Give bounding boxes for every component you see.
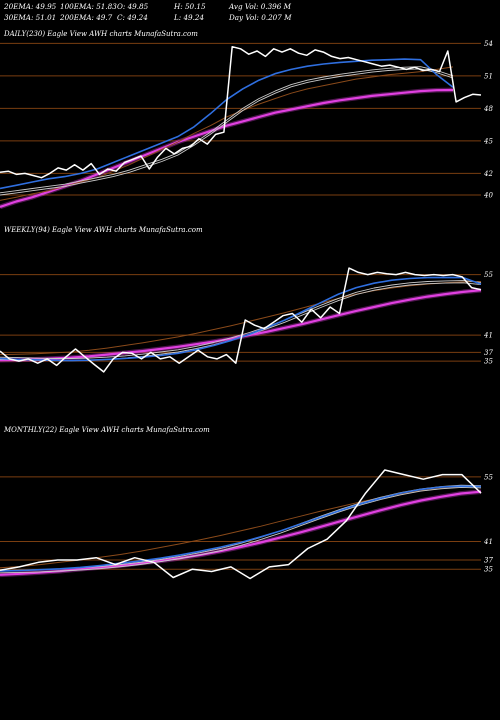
header-open: O: 49.85 [117,2,149,11]
daily-ema-200-line [0,88,454,208]
daily-ytick-label: 48 [483,105,493,113]
header-stats: 20EMA: 49.95 100EMA: 51.83 O: 49.85 H: 5… [3,2,292,22]
weekly-ytick-label: 37 [484,349,493,357]
daily-ytick-label: 51 [484,72,493,80]
header-200ema: 200EMA: 49.7 [59,13,113,22]
daily-ytick-label: 40 [483,192,493,200]
weekly-ytick-label: 55 [484,271,493,279]
weekly-ema-30-line [0,280,482,359]
monthly-ytick-label: 41 [483,538,493,546]
daily-ema-30-line-shadow [0,68,454,196]
header-high: H: 50.15 [173,2,206,11]
weekly-ytick-label: 35 [484,358,493,366]
daily-ytick-label: 42 [483,170,493,178]
daily-ytick-label: 54 [484,40,493,48]
monthly-panel: MONTHLY(22) Eagle View AWH charts Munafa… [0,426,493,580]
header-close: C: 49.24 [117,13,148,22]
monthly-ema-200-line [0,490,482,576]
monthly-ema-20-line [0,485,482,572]
weekly-price-line [0,267,482,373]
monthly-panel-title: MONTHLY(22) Eagle View AWH charts Munafa… [3,426,210,434]
monthly-ema-30-line-shadow [0,486,482,574]
monthly-ytick-label: 37 [484,557,493,565]
header-low: L: 49.24 [173,13,204,22]
daily-panel-title: DAILY(230) Eagle View AWH charts MunafaS… [3,30,198,38]
monthly-ytick-label: 35 [484,566,493,574]
monthly-price-line [0,469,482,580]
header-30ema: 30EMA: 51.01 [4,13,56,22]
weekly-ytick-label: 41 [483,332,493,340]
weekly-ema-100-line [0,281,482,356]
header-day-vol: Day Vol: 0.207 M [228,13,292,22]
weekly-panel: WEEKLY(94) Eagle View AWH charts MunafaS… [0,226,493,373]
daily-ytick-label: 45 [483,137,493,145]
daily-price-line [0,45,482,179]
header-avg-vol: Avg Vol: 0.396 M [228,2,292,11]
header-100ema: 100EMA: 51.83 [60,2,117,11]
header-20ema: 20EMA: 49.95 [3,2,57,11]
weekly-ema-20-line [0,276,482,362]
daily-ema-100-line [0,66,454,201]
weekly-panel-title: WEEKLY(94) Eagle View AWH charts MunafaS… [4,226,203,234]
daily-ema-30-line [0,66,454,194]
daily-panel: DAILY(230) Eagle View AWH charts MunafaS… [0,30,493,210]
monthly-ytick-label: 55 [484,473,493,481]
